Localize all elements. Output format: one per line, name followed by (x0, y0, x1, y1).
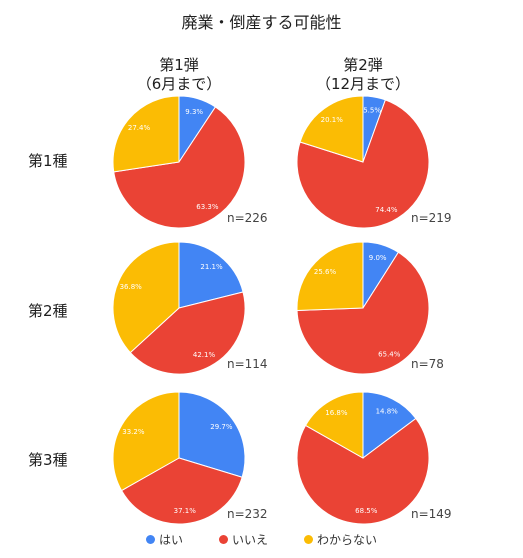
column-header-2-line2: （12月まで） (315, 75, 411, 93)
pie-1-n-label: n=226 (227, 211, 268, 225)
pie-1-label-yes: 9.3% (185, 108, 203, 116)
pie-2-slice-unknown (299, 95, 364, 163)
pie-5-slice-unknown (112, 391, 180, 492)
pie-5-n-label: n=232 (227, 507, 268, 521)
pie-2-label-unknown: 20.1% (321, 116, 344, 124)
legend-item-no: いいえ (218, 531, 268, 548)
pie-6-slice-no (296, 417, 430, 525)
pie-2-slice-no (296, 99, 430, 229)
column-header-1-line2: （6月まで） (136, 75, 222, 93)
pie-1-slice-unknown (112, 95, 180, 173)
legend-swatch-yes (145, 535, 155, 544)
pie-3-label-yes: 21.1% (200, 263, 223, 271)
pie-6-slice-yes (362, 391, 417, 459)
legend-label-no: いいえ (231, 533, 268, 547)
pie-5-label-unknown: 33.2% (122, 428, 145, 436)
pie-4-n-label: n=78 (411, 357, 444, 371)
legend: はい いいえ わからない (0, 531, 523, 548)
pie-4-label-yes: 9.0% (369, 254, 387, 262)
pie-2-n-label: n=219 (411, 211, 452, 225)
legend-item-yes: はい (145, 531, 183, 548)
pie-6-label-unknown: 16.8% (325, 409, 348, 417)
legend-label-yes: はい (158, 533, 183, 547)
legend-swatch-no (218, 535, 228, 544)
legend-swatch-unknown (304, 535, 313, 544)
row-header-1: 第1種 (28, 152, 68, 170)
pie-5-label-no: 37.1% (174, 507, 197, 515)
pie-3-label-unknown: 36.8% (120, 283, 143, 291)
pie-6-slice-unknown (304, 391, 364, 459)
pie-1-label-unknown: 27.4% (128, 124, 151, 132)
column-header-1-line1: 第1弾 (159, 56, 199, 74)
pie-4-slice-unknown (296, 241, 364, 312)
column-header-1: 第1弾 （6月まで） (109, 56, 249, 94)
pie-2-label-yes: 5.5% (363, 107, 381, 115)
pie-6-label-no: 68.5% (355, 507, 378, 515)
pie-4-label-unknown: 25.6% (314, 268, 337, 276)
pie-6-n-label: n=149 (411, 507, 452, 521)
row-header-3: 第3種 (28, 451, 68, 469)
pie-4-label-no: 65.4% (378, 350, 401, 358)
legend-label-unknown: わからない (317, 533, 378, 547)
pie-3-slice-yes (178, 241, 244, 309)
pie-3-slice-unknown (112, 241, 180, 354)
row-header-2: 第2種 (28, 302, 68, 320)
chart-title: 廃業・倒産する可能性 (181, 13, 342, 32)
pie-3-n-label: n=114 (227, 357, 268, 371)
pie-5-label-yes: 29.7% (210, 423, 233, 431)
pie-3-slice-no (129, 291, 246, 375)
pie-3-label-no: 42.1% (193, 351, 216, 359)
pie-5-slice-yes (178, 391, 246, 478)
pie-2-label-no: 74.4% (375, 206, 398, 214)
pie-5-slice-no (120, 457, 243, 525)
column-header-2-line1: 第2弾 (343, 56, 383, 74)
pie-1-slice-no (113, 106, 246, 229)
pie-1-label-no: 63.3% (196, 203, 219, 211)
pie-4-slice-no (296, 251, 430, 375)
pie-6-label-yes: 14.8% (376, 407, 399, 415)
column-header-2: 第2弾 （12月まで） (293, 56, 433, 94)
pie-chart-grid: 9.3% 63.3% 27.4% n=226 5.5% 74.4% 20.1% n=219 21… (112, 95, 452, 525)
legend-item-unknown: わからない (304, 531, 377, 548)
